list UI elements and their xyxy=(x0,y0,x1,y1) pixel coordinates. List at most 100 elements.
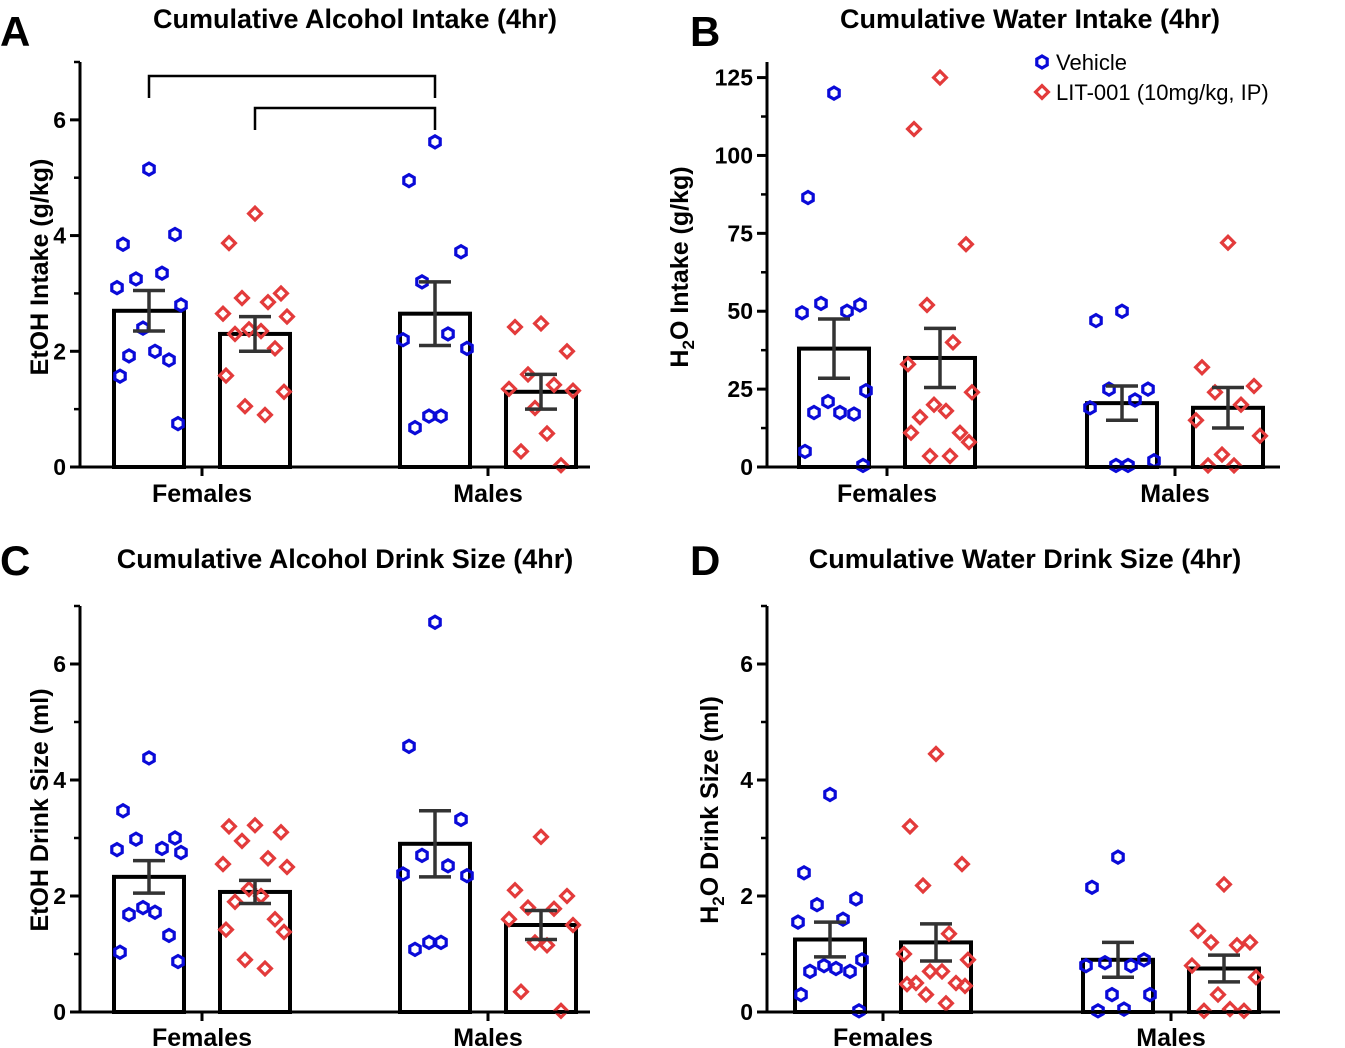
panel-c-point-lit001-females xyxy=(260,850,276,867)
panel-a-point-lit001-males xyxy=(532,315,550,332)
panel-c-point-vehicle-females xyxy=(155,840,169,857)
panel-c-point-vehicle-males xyxy=(402,738,416,754)
panel-c-point-lit001-males xyxy=(512,983,530,1000)
panel-b-point-vehicle-females xyxy=(859,383,873,399)
panel-b-point-vehicle-females xyxy=(795,305,809,321)
legend-lit001-marker xyxy=(1033,83,1051,101)
panel-a-point-vehicle-males xyxy=(460,340,474,356)
legend: Vehicle LIT-001 (10mg/kg, IP) xyxy=(1033,50,1269,105)
panel-d-point-vehicle-females xyxy=(803,963,817,980)
panel-b-plot: 0 25 50 75 100 125 Females Males xyxy=(715,62,1280,508)
significance-bracket-female-vehicle-vs-male-vehicle xyxy=(147,74,437,98)
panel-a-point-lit001-males xyxy=(558,343,576,360)
panel-a-point-vehicle-females xyxy=(162,352,176,368)
panel-d-xtick-label-males: Males xyxy=(1136,1024,1205,1048)
panel-c-point-vehicle-males xyxy=(396,866,410,882)
panel-c-point-vehicle-males xyxy=(422,934,436,951)
panel-a-plot: 0 2 4 6 Females Males xyxy=(53,60,590,508)
significance-bracket-female-lit001-vs-male-vehicle xyxy=(253,106,437,130)
panel-letter-a: A xyxy=(0,8,30,55)
panel-d-point-vehicle-females xyxy=(849,891,863,907)
panel-d-point-lit001-males xyxy=(1228,937,1246,954)
panel-a-point-vehicle-females xyxy=(116,236,130,252)
panel-d-point-lit001-females xyxy=(901,818,919,835)
panel-b-point-vehicle-females xyxy=(840,303,854,319)
panel-d-point-vehicle-males xyxy=(1085,879,1099,895)
panel-c-point-vehicle-females xyxy=(129,831,143,847)
panel-c-point-vehicle-females xyxy=(113,944,127,960)
panel-c-title: Cumulative Alcohol Drink Size (4hr) xyxy=(117,544,574,574)
panel-b-point-vehicle-females xyxy=(853,297,867,313)
panel-b-title: Cumulative Water Intake (4hr) xyxy=(840,4,1220,34)
legend-vehicle-marker xyxy=(1035,54,1049,70)
panel-b-point-vehicle-females xyxy=(801,189,815,206)
panel-a-bar-vehicle-females xyxy=(112,308,186,469)
panel-c-point-lit001-females xyxy=(273,824,289,841)
panel-d-point-vehicle-females xyxy=(817,957,831,974)
panel-a-point-vehicle-females xyxy=(155,265,169,281)
panel-b-ytick-label: 0 xyxy=(740,454,753,480)
panel-b-ytick-label: 100 xyxy=(715,142,753,168)
panel-c-point-lit001-males xyxy=(532,828,550,845)
panel-d-plot: 0 2 4 6 Females Males xyxy=(740,604,1280,1048)
panel-c-point-lit001-males xyxy=(558,887,576,905)
panel-a-point-lit001-males xyxy=(545,376,563,393)
panel-a-xtick-label-males: Males xyxy=(453,480,522,508)
panel-d-point-vehicle-females xyxy=(829,960,843,977)
panel-d-title: Cumulative Water Drink Size (4hr) xyxy=(809,544,1242,574)
panel-d-point-vehicle-females xyxy=(810,897,824,913)
panel-c-point-vehicle-females xyxy=(171,953,185,970)
panel-letter-d: D xyxy=(690,537,720,584)
panel-a-point-vehicle-males xyxy=(402,173,416,189)
panel-d-point-lit001-males xyxy=(1209,986,1227,1003)
panel-d-point-vehicle-females xyxy=(843,963,857,980)
panel-a-point-lit001-females xyxy=(257,406,273,423)
panel-a-ytick-label: 4 xyxy=(53,223,66,249)
panel-b-xtick-label-females: Females xyxy=(837,480,937,508)
panel-c-point-vehicle-females xyxy=(148,904,162,920)
panel-d-point-lit001-females xyxy=(953,856,971,873)
panel-c-point-lit001-females xyxy=(221,818,237,835)
panel-a-bar-lit001-females xyxy=(218,331,292,469)
panel-c-point-lit001-females xyxy=(234,832,250,849)
panel-b-point-lit001-females xyxy=(937,402,955,419)
panel-a-title: Cumulative Alcohol Intake (4hr) xyxy=(153,4,557,34)
panel-c-point-vehicle-males xyxy=(441,858,455,874)
panel-b-point-lit001-females xyxy=(941,448,959,465)
panel-b-point-lit001-males xyxy=(1245,378,1263,394)
panel-c-point-vehicle-males xyxy=(415,847,429,864)
legend-vehicle-label: Vehicle xyxy=(1056,50,1127,75)
panel-c-ylabel: EtOH Drink Size (ml) xyxy=(26,688,54,931)
panel-c-point-lit001-females xyxy=(237,951,253,968)
panel-a-point-lit001-males xyxy=(538,425,556,442)
panel-b-point-lit001-females xyxy=(925,396,943,413)
panel-d-point-lit001-females xyxy=(937,995,955,1012)
panel-a-point-lit001-females xyxy=(273,285,289,302)
panel-a-point-lit001-females xyxy=(260,294,276,311)
panel-a-point-lit001-females xyxy=(221,235,237,252)
panel-a-ytick-label: 2 xyxy=(53,338,66,364)
panel-b-point-vehicle-males xyxy=(1141,381,1155,397)
panel-c-point-vehicle-females xyxy=(162,927,176,944)
panel-d-point-vehicle-males xyxy=(1098,955,1112,971)
panel-c-ytick-label: 2 xyxy=(53,883,66,909)
panel-b-point-lit001-females xyxy=(951,424,969,441)
panel-c-ytick-label: 6 xyxy=(53,651,66,677)
panel-d-ytick-label: 6 xyxy=(740,651,753,677)
panel-c-point-vehicle-males xyxy=(460,868,474,884)
panel-c-point-lit001-males xyxy=(507,882,524,899)
panel-d-ylabel: H2O Drink Size (ml) xyxy=(696,696,728,924)
panel-a-point-vehicle-males xyxy=(434,408,448,424)
panel-c-point-vehicle-females xyxy=(168,830,182,846)
panel-b-point-lit001-females xyxy=(921,448,939,465)
panel-c-xtick-label-males: Males xyxy=(453,1024,522,1048)
panel-b-point-lit001-females xyxy=(957,236,975,253)
panel-a-point-vehicle-females xyxy=(113,368,127,384)
panel-c-point-vehicle-males xyxy=(434,934,448,951)
panel-a-point-lit001-males xyxy=(512,443,530,460)
panel-d-xtick-label-females: Females xyxy=(833,1024,933,1048)
panel-b-point-vehicle-males xyxy=(1115,303,1129,319)
panel-a-point-vehicle-females xyxy=(122,348,136,364)
panel-a-point-vehicle-males xyxy=(454,244,468,260)
panel-c-point-lit001-females xyxy=(247,817,263,834)
